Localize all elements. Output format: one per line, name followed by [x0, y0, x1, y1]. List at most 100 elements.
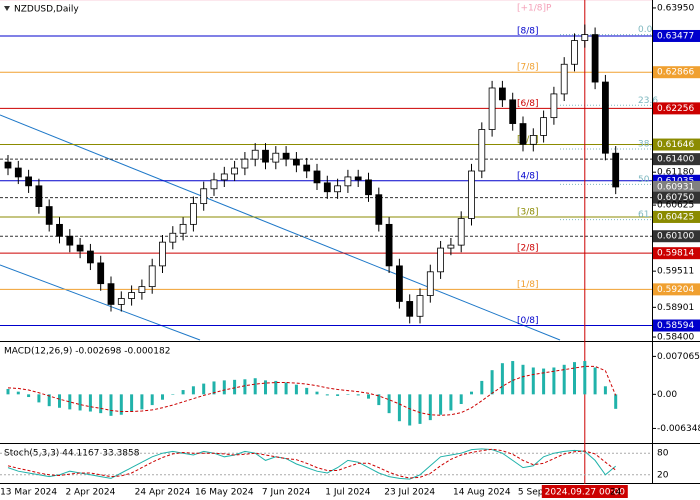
candle-body — [334, 185, 342, 193]
candle-body — [323, 182, 331, 193]
candle-body — [231, 167, 239, 175]
macd-bar — [58, 394, 61, 408]
candle-body — [107, 283, 115, 305]
macd-bar — [212, 381, 216, 395]
price-tag — [653, 138, 700, 151]
candle-body — [210, 179, 218, 190]
price-tag — [653, 191, 700, 204]
macd-bar — [161, 394, 164, 400]
candle-body — [468, 170, 475, 219]
candle-body — [529, 135, 537, 145]
macd-bar — [408, 394, 412, 426]
candle-body — [272, 152, 280, 163]
candle-body — [488, 87, 496, 130]
candle-body — [313, 170, 321, 184]
y-tick-label: 0.61646 — [657, 140, 694, 150]
y-tick-label: 0.61180 — [657, 168, 694, 178]
candle-body — [262, 149, 269, 163]
macd-bar — [150, 394, 154, 406]
macd-bar — [305, 387, 309, 395]
candle-body — [303, 164, 311, 172]
macd-bar — [315, 391, 319, 395]
cursor-tag — [541, 485, 628, 498]
macd-bar — [130, 394, 134, 412]
symbol-icon — [4, 6, 10, 11]
y-tick-label: 0.61400 — [657, 155, 694, 165]
stoch-title: Stoch(5,3,3) 44.1167 33.3858 — [4, 449, 140, 459]
macd-bar — [264, 380, 267, 395]
macd-tick-label: -0.006348 — [657, 424, 700, 434]
price-tag — [653, 210, 700, 223]
candle-body — [344, 176, 352, 187]
y-tick-label: 0.59814 — [657, 249, 694, 259]
candle-body — [251, 149, 259, 160]
y-tick-label: 0.58400 — [657, 333, 694, 343]
macd-bar — [37, 394, 41, 403]
price-tag — [653, 283, 700, 296]
macd-bar — [439, 394, 443, 415]
y-tick-label: 0.59204 — [657, 285, 694, 295]
candle-body — [457, 218, 465, 246]
macd-bar — [284, 382, 288, 395]
macd-bar — [418, 394, 422, 424]
macd-bar — [614, 394, 618, 409]
macd-signal — [7, 365, 617, 416]
candle-body — [519, 123, 527, 145]
candle-body — [395, 265, 403, 302]
murrey-level-label: [8/8] — [517, 26, 539, 36]
macd-bar — [68, 394, 72, 410]
murrey-level-label: [7/8] — [517, 63, 539, 73]
candle-body — [76, 244, 84, 252]
macd-bar — [356, 394, 360, 396]
price-tag — [653, 319, 700, 332]
macd-bar — [222, 380, 226, 395]
chart-title: NZDUSD,Daily — [14, 5, 79, 15]
macd-bar — [603, 386, 607, 395]
candle-body — [56, 223, 63, 237]
macd-title: MACD(12,26,9) -0.002698 -0.000182 — [4, 347, 170, 357]
y-tick-label: 0.60100 — [657, 232, 694, 242]
price-tag — [653, 29, 700, 42]
price-tag — [653, 66, 700, 79]
candle-body — [35, 185, 43, 207]
price-tag — [653, 153, 700, 166]
candle-body — [220, 173, 228, 181]
x-tick-label: 24 Apr 2024 — [135, 488, 191, 498]
macd-bar — [531, 367, 535, 395]
candle-body — [169, 232, 177, 243]
macd-bar — [511, 361, 515, 395]
candle-body — [45, 206, 53, 225]
candle-body — [241, 158, 249, 169]
murrey-level-label: [1/8] — [517, 280, 539, 290]
macd-bar — [336, 394, 340, 396]
candle-body — [282, 152, 290, 160]
macd-bar — [88, 394, 92, 412]
macd-bar — [27, 394, 31, 398]
candle-body — [179, 223, 187, 234]
macd-bar — [449, 394, 453, 411]
macd-bar — [583, 361, 587, 395]
candle-body — [159, 241, 166, 267]
macd-bar — [377, 394, 381, 406]
fib-label: 0.0 — [638, 25, 653, 35]
macd-bar — [171, 394, 175, 395]
macd-bar — [387, 394, 391, 414]
x-tick-label: 2 Apr 2024 — [65, 488, 115, 498]
y-tick-label: 0.60625 — [657, 201, 694, 211]
macd-bar — [191, 386, 195, 395]
macd-bar — [542, 368, 546, 395]
macd-bar — [593, 367, 597, 395]
macd-bar — [181, 390, 185, 395]
candle-body — [498, 87, 506, 101]
candle-body — [87, 250, 94, 264]
y-tick-label: 0.60750 — [657, 193, 694, 203]
y-tick-label: 0.58901 — [657, 303, 694, 313]
candle-body — [602, 81, 609, 154]
y-tick-label: 0.62866 — [657, 68, 694, 78]
y-tick-label: 0.59511 — [657, 267, 694, 277]
macd-bar — [500, 363, 504, 395]
y-tick-label: 0.60425 — [657, 212, 694, 222]
candle-body — [138, 286, 146, 293]
price-tag — [653, 102, 700, 115]
stoch-tick-label: 20 — [657, 470, 669, 480]
